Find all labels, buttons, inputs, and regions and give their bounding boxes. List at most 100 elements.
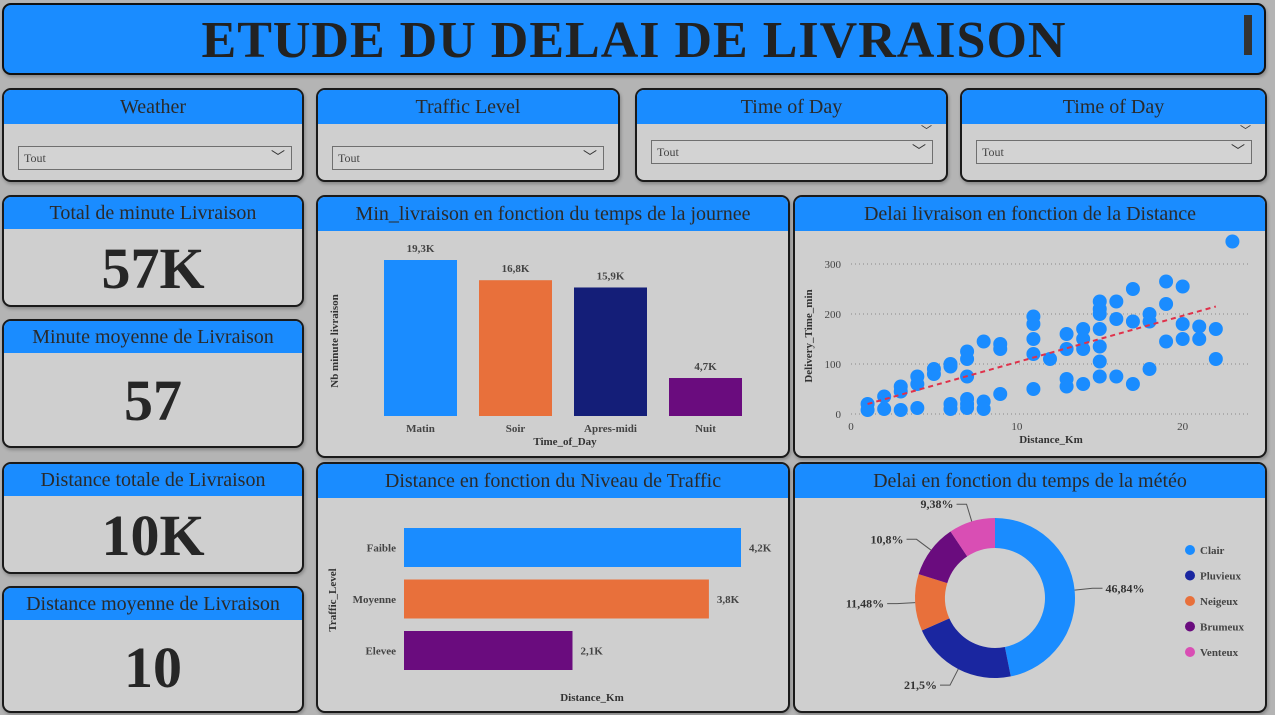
scatter-point — [993, 342, 1008, 356]
donut-chart-plot: 46,84% 21,5% 11,48% 10,8% 9,38% Clair Pluvieux… — [846, 498, 1245, 692]
kpi-total-distance-value: 10K — [101, 503, 205, 568]
chevron-down-icon[interactable]: ﹀ — [1240, 124, 1251, 137]
scatter-point — [1092, 354, 1107, 369]
chart-delay-by-weather[interactable]: Delai en fonction du temps de la météo 4… — [793, 462, 1267, 713]
y-tick-label: Elevee — [365, 646, 396, 658]
bar-matin — [384, 260, 457, 416]
bar-data-label: 4,2K — [749, 543, 772, 555]
scatter-point — [1109, 294, 1124, 309]
slice-data-label: 11,48% — [846, 597, 884, 611]
scatter-point — [960, 344, 975, 359]
chevron-down-icon: ﹀ — [583, 150, 597, 166]
x-tick-label: Apres-midi — [584, 423, 637, 435]
chevron-down-icon: ﹀ — [1231, 144, 1245, 160]
time-of-day-1-dropdown[interactable]: Tout ﹀ — [651, 140, 933, 164]
kpi-average-distance-label: Distance moyenne de Livraison — [4, 588, 302, 620]
scatter-point — [1026, 332, 1041, 346]
scatter-point — [976, 402, 991, 416]
slicer-traffic-level: Traffic Level Tout ﹀ — [316, 88, 620, 182]
slicer-time-of-day-1: Time of Day ﹀ Tout ﹀ — [635, 88, 948, 182]
scatter-point — [1076, 322, 1091, 336]
leader-line — [1074, 587, 1103, 591]
scatter-point — [926, 362, 941, 376]
legend-marker — [1185, 570, 1195, 581]
scatter-point — [1208, 352, 1223, 366]
x-tick-label: 0 — [848, 421, 854, 433]
scatter-point — [1175, 332, 1190, 346]
scatter-point — [960, 401, 975, 415]
slicer-time-of-day-2-label: Time of Day — [962, 90, 1265, 124]
scatter-point — [1109, 312, 1124, 326]
x-tick-label: Soir — [506, 423, 526, 435]
kpi-total-minutes: Total de minute Livraison 57K — [2, 195, 304, 307]
legend-marker — [1185, 647, 1195, 657]
bar-data-label: 4,7K — [694, 361, 717, 373]
kpi-total-distance-label: Distance totale de Livraison — [4, 464, 302, 496]
bar-apres-midi — [574, 287, 647, 416]
y-tick-label: 100 — [825, 359, 842, 371]
bar-nuit — [669, 378, 742, 416]
scatter-point — [860, 403, 875, 417]
leader-line — [940, 668, 959, 686]
chevron-down-icon: ﹀ — [912, 144, 926, 160]
slicer-time-of-day-1-label: Time of Day — [637, 90, 946, 124]
chart-minutes-by-time-of-day[interactable]: Min_livraison en fonction du temps de la… — [316, 195, 790, 458]
x-axis-label: Distance_Km — [1019, 434, 1083, 446]
scatter-point — [1059, 379, 1074, 394]
scatter-point — [1092, 369, 1107, 384]
scatter-point — [1092, 322, 1107, 336]
bar-faible — [404, 528, 741, 567]
hbar-chart-plot: Traffic_Level Faible 4,2K Moyenne 3,8K Elevee… — [327, 528, 772, 704]
legend-marker — [1185, 596, 1195, 606]
weather-dropdown-value: Tout — [24, 151, 46, 165]
scatter-point — [1192, 319, 1207, 334]
scatter-point — [910, 377, 925, 391]
scatter-point — [877, 402, 892, 416]
scatter-point — [1092, 307, 1107, 321]
donut-slice-neigeux — [915, 574, 950, 631]
scatter-point — [1142, 314, 1157, 329]
dashboard-title-banner: ETUDE DU DELAI DE LIVRAISON — [2, 3, 1266, 75]
scatter-point — [1208, 322, 1223, 336]
scatter-point — [1192, 332, 1207, 346]
bar-chart-plot: Nb minute livraison 19,3K Matin 16,8K Soir 15… — [329, 243, 742, 448]
bar-moyenne — [404, 579, 709, 619]
scatter-point — [1159, 334, 1174, 349]
bar-data-label: 19,3K — [407, 243, 435, 255]
x-tick-label: 10 — [1011, 421, 1023, 433]
legend-marker — [1185, 545, 1195, 555]
chart-distance-by-traffic[interactable]: Distance en fonction du Niveau de Traffi… — [316, 462, 790, 713]
scatter-point — [993, 387, 1008, 401]
scatter-point — [910, 401, 925, 415]
drag-handle-icon[interactable] — [1244, 15, 1252, 55]
bar-data-label: 2,1K — [581, 646, 604, 658]
scatter-point — [1225, 234, 1240, 249]
time-of-day-2-dropdown[interactable]: Tout ﹀ — [976, 140, 1252, 164]
donut-slice-venteux — [950, 518, 995, 557]
y-axis-label: Nb minute livraison — [329, 294, 341, 388]
time-of-day-1-dropdown-value: Tout — [657, 145, 679, 159]
scatter-chart-plot: Delivery_Time_min 0 100 200 300 0 10 20 Distance… — [803, 234, 1249, 446]
traffic-level-dropdown[interactable]: Tout ﹀ — [332, 146, 604, 170]
chevron-down-icon[interactable]: ﹀ — [921, 124, 932, 137]
bar-soir — [479, 280, 552, 416]
slicer-weather: Weather Tout ﹀ — [2, 88, 304, 182]
donut-slice-pluvieux — [921, 618, 1011, 678]
scatter-point — [1125, 282, 1140, 296]
trend-line — [867, 305, 1217, 405]
chart-delay-vs-distance[interactable]: Delai livraison en fonction de la Distan… — [793, 195, 1267, 458]
scatter-point — [1059, 327, 1074, 341]
chart-delay-vs-distance-title: Delai livraison en fonction de la Distan… — [795, 197, 1265, 231]
time-of-day-2-dropdown-value: Tout — [982, 145, 1004, 159]
weather-dropdown[interactable]: Tout ﹀ — [18, 146, 292, 170]
slicer-weather-label: Weather — [4, 90, 302, 124]
kpi-average-distance-value: 10 — [124, 635, 182, 700]
x-axis-label: Time_of_Day — [533, 436, 597, 448]
scatter-point — [1109, 369, 1124, 384]
bar-data-label: 16,8K — [502, 263, 530, 275]
slicer-traffic-level-label: Traffic Level — [318, 90, 618, 124]
x-tick-label: Matin — [406, 423, 435, 435]
bar-data-label: 15,9K — [597, 270, 625, 282]
kpi-average-minutes-label: Minute moyenne de Livraison — [4, 321, 302, 353]
kpi-average-minutes-value: 57 — [124, 368, 182, 433]
